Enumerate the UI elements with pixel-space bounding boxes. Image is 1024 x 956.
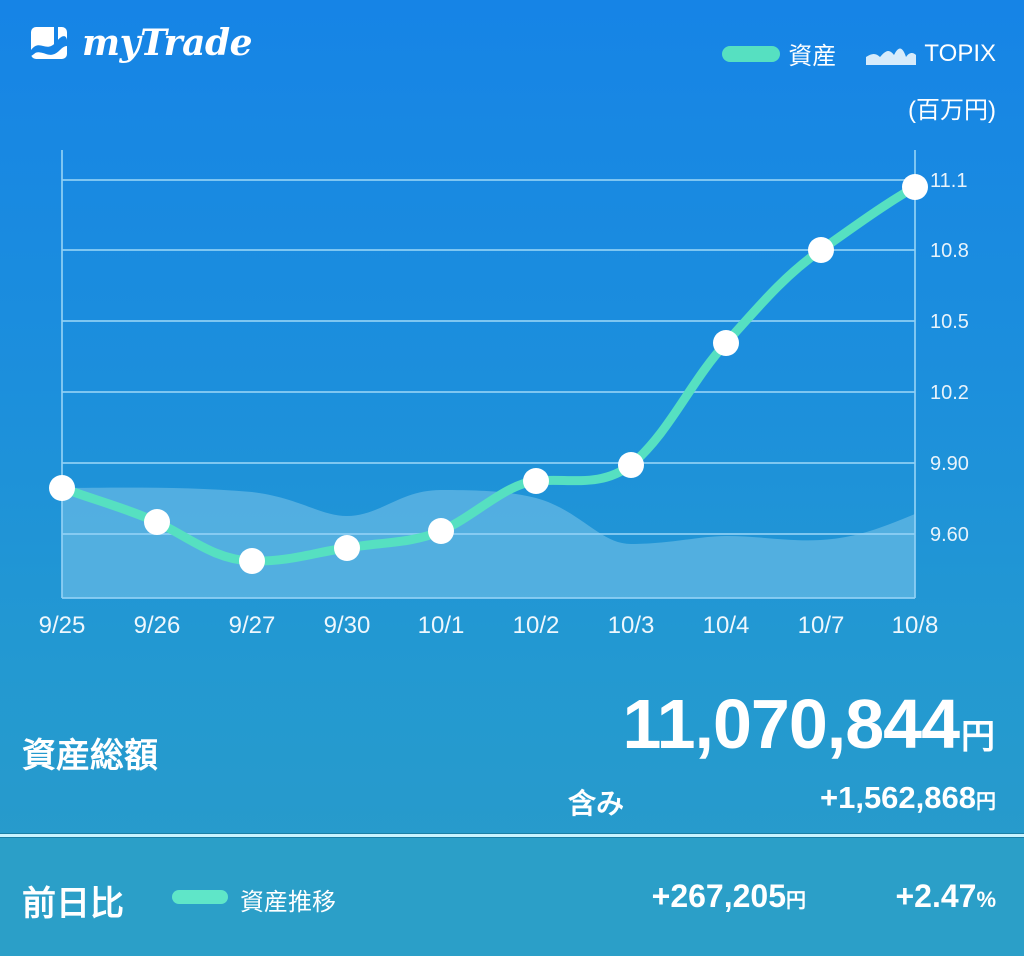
percent-unit: %	[976, 887, 996, 912]
day-change-amount-number: +267,205	[651, 878, 786, 914]
point-9-25[interactable]	[49, 475, 75, 501]
topix-area	[62, 487, 915, 598]
point-9-30[interactable]	[334, 535, 360, 561]
x-tick: 10/7	[797, 612, 845, 639]
x-tick: 9/25	[38, 612, 86, 639]
x-tick: 10/4	[702, 612, 750, 639]
svg-text:9.60: 9.60	[930, 524, 969, 546]
app-title: myTrade	[82, 22, 253, 64]
point-10-7[interactable]	[808, 237, 834, 263]
yen-unit: 円	[786, 890, 806, 912]
yen-unit: 円	[961, 718, 995, 756]
point-10-2[interactable]	[523, 468, 549, 494]
asset-chart: 11.1 10.8 10.5 10.2 9.90 9.60	[49, 150, 969, 599]
point-10-1[interactable]	[428, 518, 454, 544]
point-9-26[interactable]	[144, 509, 170, 535]
svg-text:11.1: 11.1	[930, 170, 967, 192]
asset-summary: 資産総額 11,070,844円 含み +1,562,868円	[0, 670, 1024, 830]
day-change-label: 前日比	[22, 885, 124, 923]
x-tick: 9/27	[228, 612, 276, 639]
svg-text:10.8: 10.8	[930, 240, 969, 262]
unrealized-gain-value: +1,562,868円	[820, 780, 996, 816]
y-axis-ticks: 11.1 10.8 10.5 10.2 9.90 9.60	[930, 170, 969, 546]
data-points	[49, 174, 928, 574]
point-10-3[interactable]	[618, 452, 644, 478]
point-10-8[interactable]	[902, 174, 928, 200]
point-10-4[interactable]	[713, 330, 739, 356]
svg-text:10.5: 10.5	[930, 311, 969, 333]
day-change-amount: +267,205円	[652, 878, 806, 915]
asset-line	[57, 182, 920, 566]
unrealized-gain-label: 含み	[568, 788, 625, 819]
total-assets-value: 11,070,844円	[622, 684, 995, 764]
grid-lines	[61, 150, 916, 599]
x-tick: 9/30	[323, 612, 371, 639]
mytrade-logo-icon	[31, 27, 67, 59]
total-assets-label: 資産総額	[22, 737, 158, 775]
day-change-percent-number: +2.47	[895, 878, 977, 914]
header: myTrade 資産 TOPIX (百万円)	[0, 0, 1024, 140]
svg-text:10.2: 10.2	[930, 382, 969, 404]
yen-unit: 円	[976, 791, 996, 813]
svg-text:9.90: 9.90	[930, 453, 969, 475]
topix-area-legend-icon	[866, 48, 917, 65]
asset-trend-legend-icon	[172, 890, 228, 904]
x-tick: 10/1	[417, 612, 465, 639]
asset-trend-label: 資産推移	[240, 889, 336, 916]
app-logo: myTrade	[30, 22, 253, 64]
x-tick: 9/26	[133, 612, 181, 639]
legend-topix-label: TOPIX	[924, 39, 996, 67]
divider	[0, 834, 1024, 837]
chart-legend: 資産 TOPIX	[722, 36, 996, 71]
x-tick: 10/2	[512, 612, 560, 639]
legend-asset-label: 資産	[788, 43, 837, 70]
x-tick: 10/8	[891, 612, 939, 639]
unrealized-gain-number: +1,562,868	[819, 780, 976, 815]
x-tick: 10/3	[607, 612, 655, 639]
y-axis-unit: (百万円)	[908, 97, 996, 124]
day-change-bar: 前日比 資産推移 +267,205円 +2.47%	[0, 838, 1024, 956]
asset-line-legend-icon	[722, 45, 781, 62]
total-assets-number: 11,070,844	[622, 685, 960, 763]
day-change-percent: +2.47%	[895, 878, 996, 915]
point-9-27[interactable]	[239, 548, 265, 574]
